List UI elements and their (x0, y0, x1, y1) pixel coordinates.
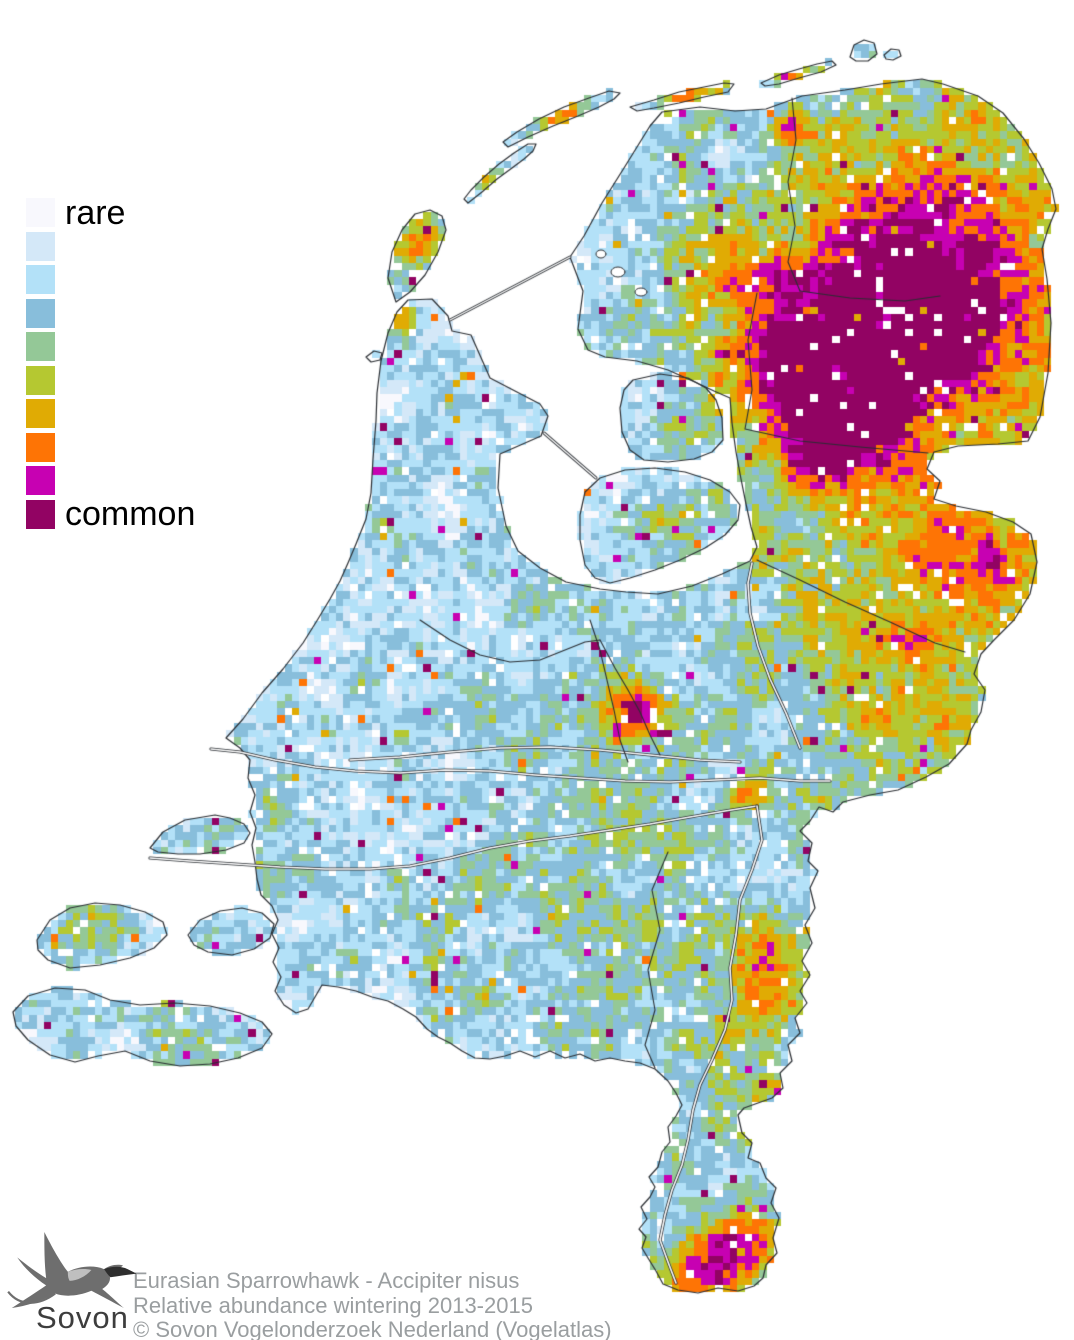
sovon-logo: Sovon (6, 1232, 156, 1335)
legend-item (26, 231, 195, 261)
legend-swatch (26, 499, 55, 529)
sovon-logo-text: Sovon (36, 1300, 129, 1335)
legend-swatch (26, 298, 55, 328)
legend-item (26, 466, 195, 495)
legend-swatch (26, 399, 55, 428)
legend-swatch (26, 365, 55, 395)
legend-item: common (26, 495, 196, 533)
map-caption: Eurasian Sparrowhawk - Accipiter nisus R… (133, 1268, 612, 1340)
legend-swatch (26, 432, 55, 462)
legend-label: common (65, 495, 196, 533)
legend-swatch (26, 198, 55, 227)
legend-label: rare (65, 193, 126, 232)
legend-item (26, 332, 195, 361)
copyright-line: © Sovon Vogelonderzoek Nederland (Vogela… (133, 1317, 612, 1340)
abundance-legend: rare common (26, 193, 196, 533)
swallow-icon (7, 1232, 137, 1308)
legend-swatch (26, 332, 55, 361)
legend-item (26, 399, 195, 428)
legend-item (26, 298, 195, 328)
legend-item (26, 432, 195, 462)
legend-item: rare (26, 193, 195, 232)
legend-swatch (26, 466, 55, 495)
species-title: Eurasian Sparrowhawk - Accipiter nisus (133, 1268, 520, 1293)
map-subtitle: Relative abundance wintering 2013-2015 (133, 1292, 533, 1318)
legend-swatch (26, 265, 55, 294)
legend-swatch (26, 231, 55, 261)
legend-item (26, 265, 195, 294)
legend-item (26, 365, 195, 395)
